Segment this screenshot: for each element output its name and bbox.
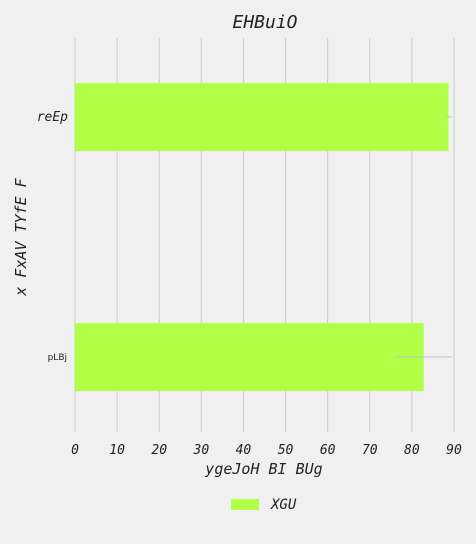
x-tick-label: 10: [109, 443, 125, 458]
legend-swatch: [231, 499, 259, 510]
x-tick-label: 40: [236, 443, 252, 458]
bars: [75, 83, 449, 391]
x-tick-label: 70: [362, 443, 378, 458]
x-tick-label: 60: [320, 443, 336, 458]
y-axis-label: x FxAV TYfE F: [12, 177, 30, 296]
chart-title: EHBuiO: [232, 12, 297, 33]
x-tick-label: 90: [446, 443, 462, 458]
x-tick-label: 20: [151, 443, 167, 458]
bar-pLBj: [75, 323, 424, 391]
legend-label: XGU: [270, 497, 297, 513]
y-category-labels: reEp pLBj: [37, 110, 68, 363]
y-category-label: pLBj: [48, 353, 67, 363]
x-tick-label: 30: [193, 443, 210, 458]
x-tick-labels: 0 10 20 30 40 50 60 70 80 90: [71, 443, 462, 458]
x-tick-label: 0: [71, 443, 79, 458]
y-category-label: reEp: [37, 110, 68, 125]
error-bars: [395, 116, 453, 358]
legend: XGU: [231, 497, 297, 513]
x-tick-label: 50: [278, 443, 294, 458]
x-tick-label: 80: [404, 443, 420, 458]
bar-reEp: [75, 83, 449, 151]
x-axis-label: ygeJoH BI BUg: [204, 460, 322, 478]
